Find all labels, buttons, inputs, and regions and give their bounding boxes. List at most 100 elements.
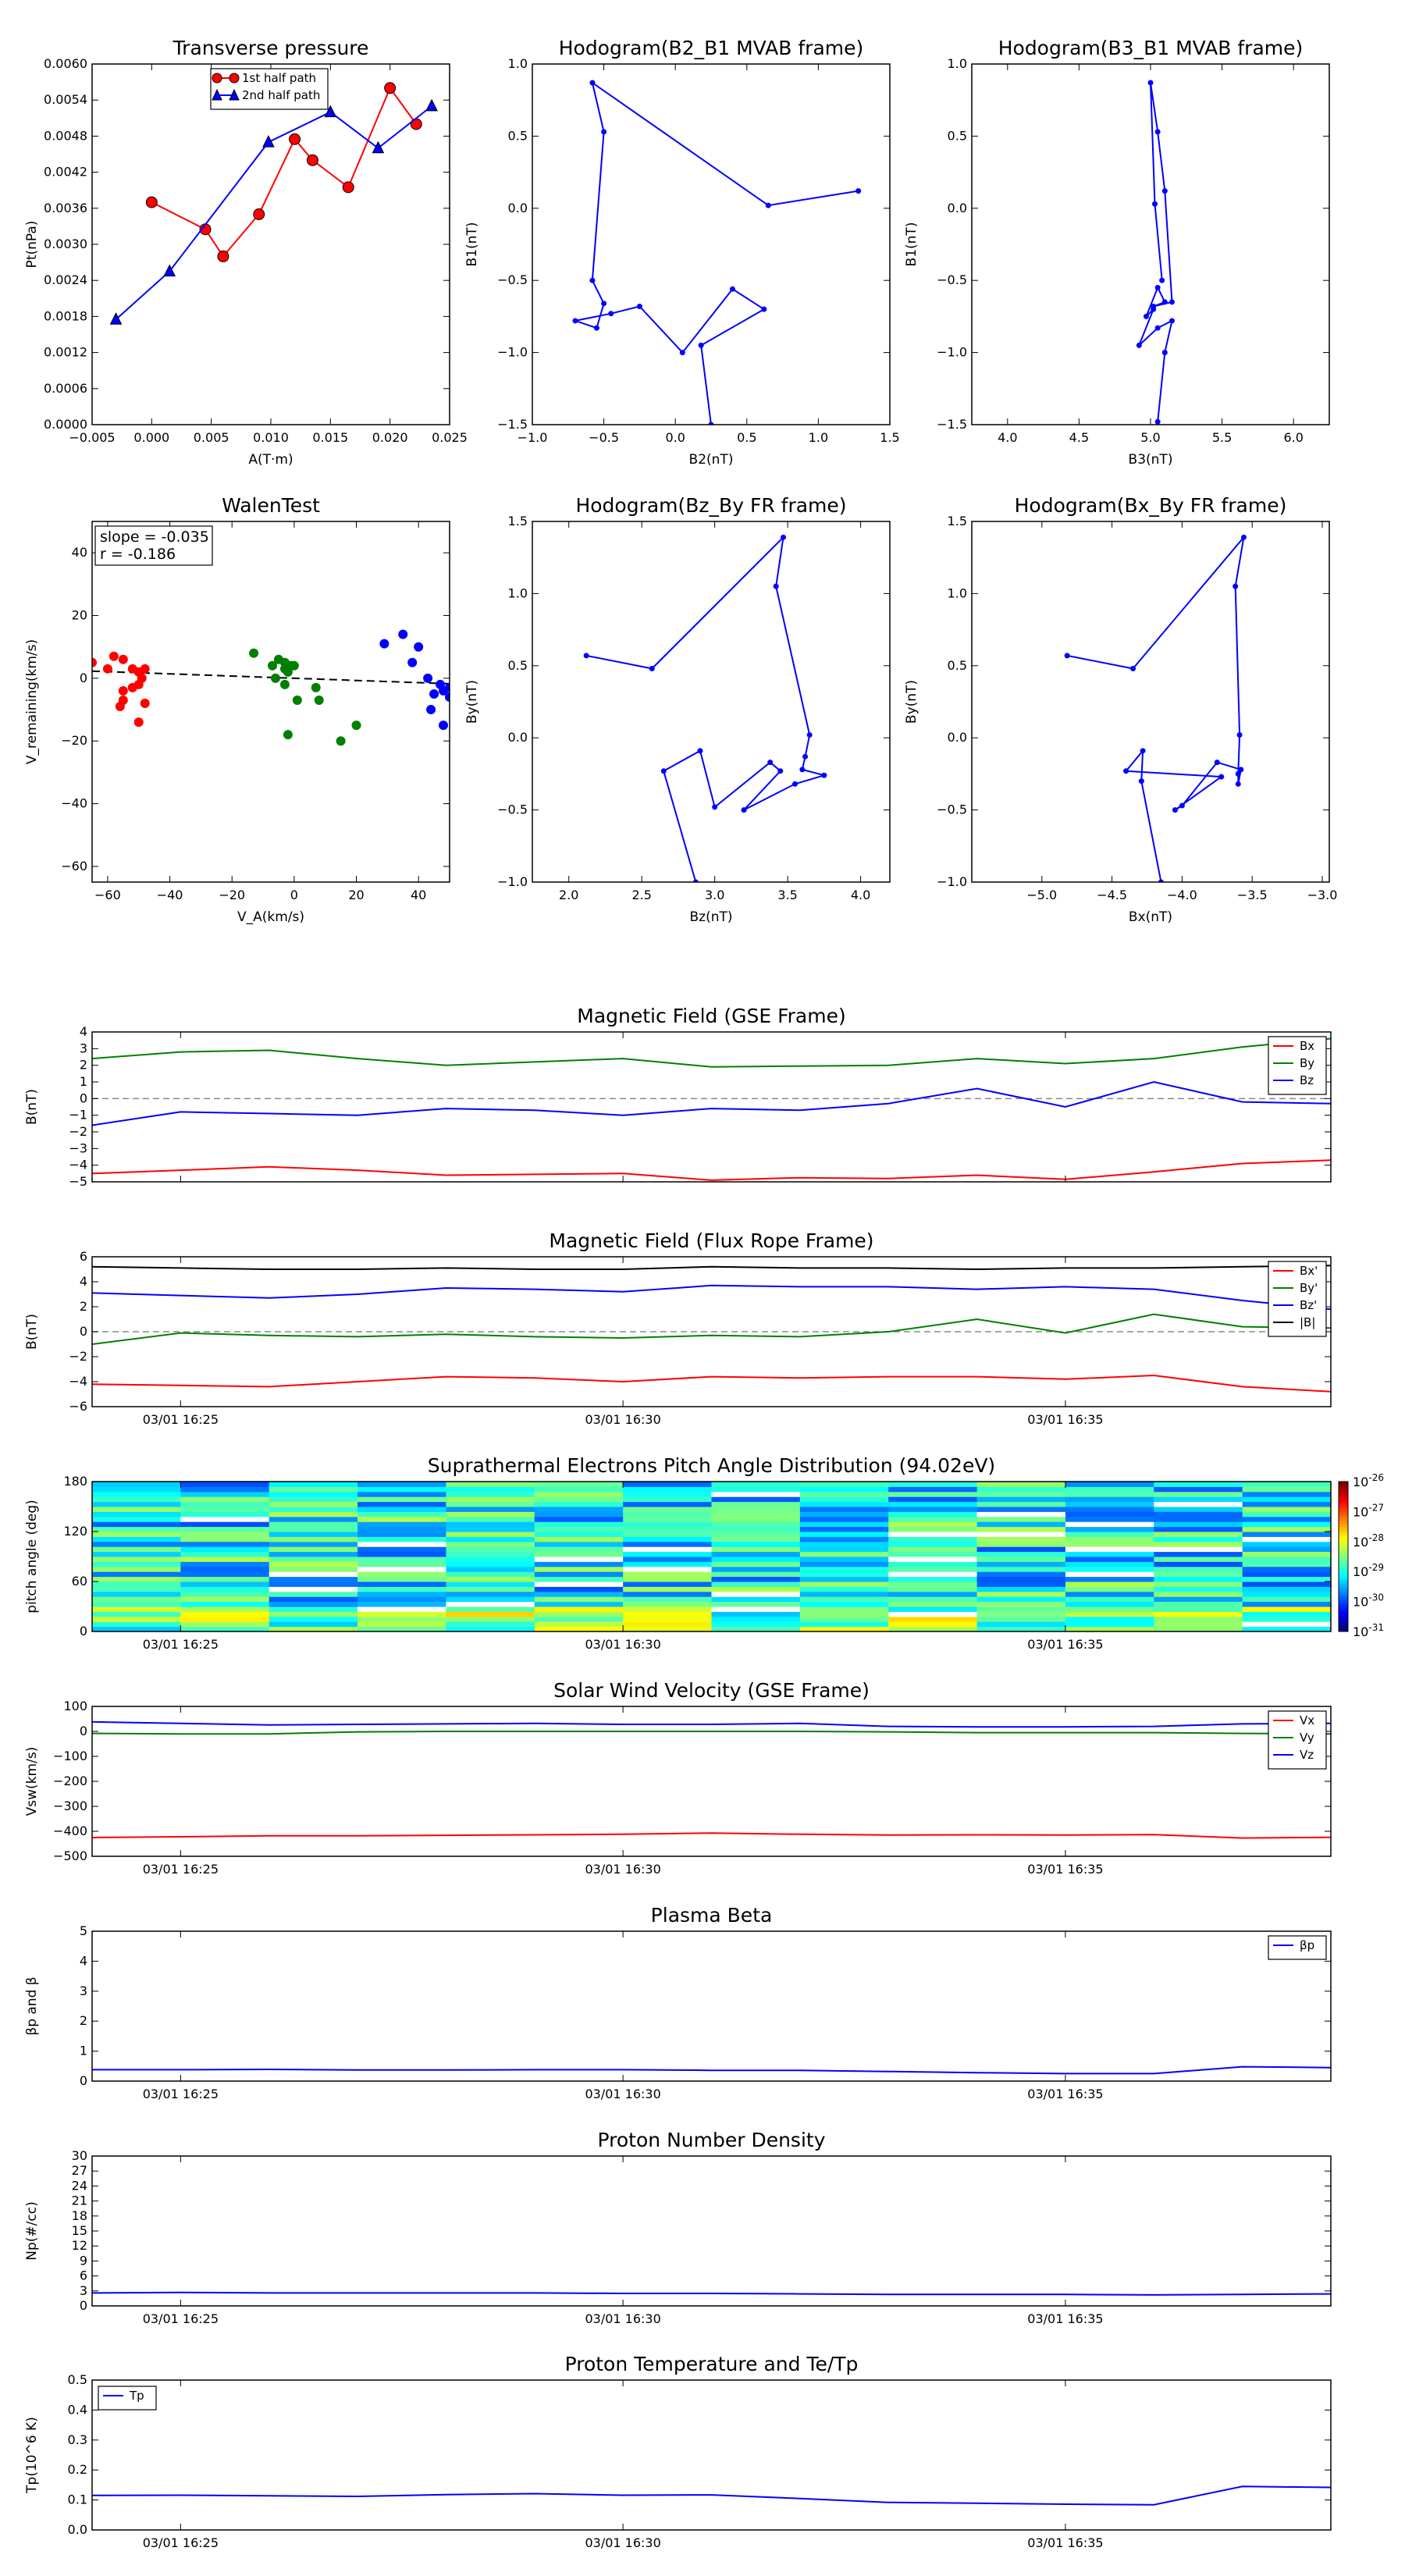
colorbar-step: [1339, 1568, 1348, 1572]
x-tick-label: 0.005: [194, 430, 229, 445]
colorbar-step: [1339, 1505, 1348, 1510]
data-point: [1138, 778, 1144, 785]
x-axis-label: Bz(nT): [689, 909, 732, 925]
heatmap-cell: [711, 1521, 801, 1528]
heatmap-cell: [1242, 1576, 1332, 1582]
heatmap-cell: [799, 1606, 889, 1612]
series-line-bz: [92, 1080, 1331, 1126]
chart-hodo-b2b1: Hodogram(B2_B1 MVAB frame)−1.5−1.0−0.50.…: [464, 37, 900, 468]
y-tick-label: 0.2: [68, 2462, 87, 2477]
heatmap-cell: [357, 1521, 446, 1528]
legend-box: [1268, 1935, 1327, 1960]
plot-frame: [91, 1481, 1332, 1632]
heatmap-cell: [1065, 1526, 1154, 1532]
heatmap-cell: [888, 1491, 978, 1497]
heatmap-cell: [799, 1557, 889, 1562]
heatmap-cell: [1154, 1507, 1243, 1512]
x-tick-label: 3.5: [777, 888, 797, 902]
heatmap-cell: [1154, 1516, 1243, 1522]
heatmap-cell: [534, 1582, 624, 1587]
heatmap-cell: [623, 1486, 712, 1493]
plot-frame: [91, 2379, 1332, 2531]
y-tick-label: 1.0: [948, 56, 967, 71]
chart-title: Hodogram(Bx_By FR frame): [1015, 494, 1287, 517]
colorbar-tick-label: 10-30: [1353, 1592, 1384, 1610]
heatmap-cell: [446, 1591, 535, 1597]
legend-marker: [212, 73, 222, 84]
data-point: [660, 768, 667, 774]
heatmap-cell: [92, 1482, 181, 1487]
x-tick-label: 0.015: [312, 430, 348, 445]
y-tick-label: 15: [72, 2223, 87, 2238]
heatmap-cell: [1065, 1582, 1154, 1587]
y-tick-label: 21: [72, 2194, 87, 2208]
y-tick-label: 1.0: [948, 585, 967, 600]
y-tick-label: 0.0024: [44, 272, 87, 287]
x-tick-label: 20: [348, 888, 364, 902]
heatmap-cell: [1242, 1591, 1332, 1597]
chart-mag-gse: Magnetic Field (GSE Frame) −5 −4 −3−2−1 0 12 3…: [24, 1005, 1332, 1189]
data-point: [429, 688, 439, 699]
heatmap-cell: [799, 1571, 889, 1578]
heatmap-cell: [799, 1491, 889, 1497]
data-point: [398, 629, 408, 639]
series-line-b: [92, 1265, 1331, 1271]
x-tick-label: 4.0: [851, 888, 870, 902]
heatmap-cell: [888, 1526, 978, 1532]
legend-marker: [229, 88, 240, 101]
annotation-r: r = -0.186: [100, 546, 176, 563]
y-tick-label: −2: [69, 1349, 87, 1364]
heatmap-cell: [180, 1526, 270, 1532]
plot-area: [583, 534, 827, 882]
heatmap-cell: [269, 1557, 358, 1562]
heatmap-cell: [269, 1582, 358, 1587]
y-tick-label: 0.0: [948, 201, 967, 215]
heatmap-cell: [534, 1491, 624, 1497]
heatmap-cell: [1242, 1541, 1332, 1547]
heatmap-cell: [446, 1551, 535, 1557]
colorbar-step: [1339, 1502, 1348, 1507]
heatmap-cell: [1065, 1576, 1154, 1582]
heatmap-cell: [180, 1521, 270, 1528]
chart-title: WalenTest: [222, 494, 320, 517]
heatmap-cell: [446, 1606, 535, 1612]
data-point: [767, 760, 774, 766]
y-tick-label: −1.0: [937, 874, 967, 889]
heatmap-cell: [269, 1546, 358, 1553]
heatmap-cell: [799, 1486, 889, 1493]
x-tick-label: 0.5: [737, 430, 756, 445]
plot-area: [92, 1037, 1331, 1181]
colorbar-step: [1339, 1511, 1348, 1515]
heatmap-cell: [92, 1526, 181, 1532]
data-point: [802, 753, 809, 760]
data-point: [601, 301, 607, 307]
heatmap-cell: [269, 1526, 358, 1532]
heatmap-cell: [711, 1486, 801, 1493]
heatmap-cell: [269, 1511, 358, 1517]
data-point: [407, 657, 418, 667]
colorbar-frame: [1338, 1481, 1349, 1632]
x-tick-label: 0.010: [253, 430, 289, 445]
heatmap-cell: [1065, 1606, 1154, 1612]
heatmap-cell: [799, 1496, 889, 1503]
heatmap-cell: [92, 1576, 181, 1582]
data-point: [1154, 418, 1161, 425]
y-tick-label: −1.5: [937, 417, 967, 432]
heatmap-cell: [888, 1561, 978, 1567]
heatmap-cell: [180, 1596, 270, 1603]
legend: βp: [1268, 1935, 1327, 1960]
data-point: [426, 705, 436, 715]
y-axis-label: pitch angle (deg): [24, 1500, 40, 1614]
data-point: [217, 250, 229, 262]
x-tick-label: 3.0: [705, 888, 724, 902]
colorbar-step: [1339, 1490, 1348, 1494]
legend: Bx' By' Bz' |B|: [1268, 1261, 1327, 1337]
x-axis-label: Bx(nT): [1129, 909, 1172, 925]
data-point: [697, 748, 703, 754]
data-point: [1218, 774, 1225, 780]
data-point: [118, 685, 128, 696]
x-tick-label: 03/01 16:35: [1027, 1862, 1103, 1877]
data-point: [436, 679, 446, 689]
heatmap-cell: [711, 1591, 801, 1597]
data-point: [583, 653, 589, 659]
